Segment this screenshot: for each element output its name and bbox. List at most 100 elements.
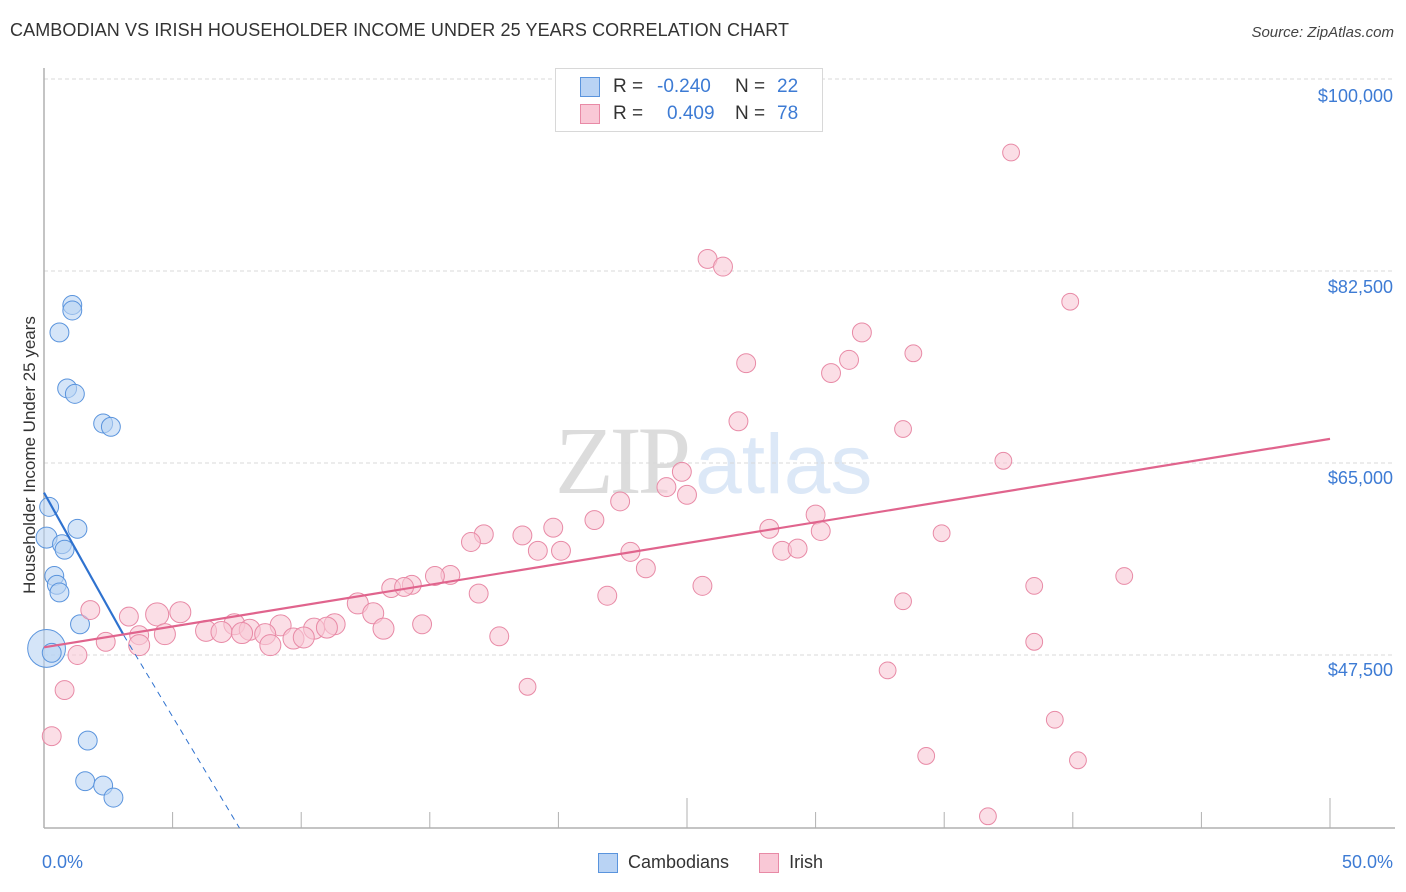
irish-data-point [713, 256, 733, 277]
legend-label-cambodians: Cambodians [628, 852, 730, 872]
irish-data-point [527, 540, 548, 561]
x-tick-0: 0.0% [42, 852, 84, 872]
irish-data-point [878, 661, 897, 680]
irish-data-point [424, 566, 445, 586]
n-label: N = [735, 103, 766, 124]
r-value-irish: 0.409 [667, 103, 715, 124]
irish-data-point [787, 538, 808, 559]
x-tick-50: 50.0% [1341, 852, 1393, 872]
irish-data-point [810, 521, 831, 541]
irish-data-point [80, 600, 101, 620]
irish-data-point [917, 747, 936, 765]
irish-data-point [932, 524, 951, 543]
irish-data-point [821, 363, 841, 383]
irish-data-point [1061, 292, 1080, 311]
cambodians-data-point [64, 383, 85, 404]
irish-data-point [728, 411, 749, 432]
irish-data-point [489, 626, 510, 647]
irish-data-point [851, 322, 872, 343]
legend-row-irish: R = 0.409 N = 78 [580, 102, 798, 126]
irish-data-point [1069, 751, 1087, 770]
cambodians-data-point [54, 539, 75, 560]
cambodians-legend-icon [598, 852, 618, 873]
irish-data-point [692, 575, 713, 596]
irish-data-point [1025, 632, 1044, 651]
series-legend: Cambodians Irish [598, 852, 853, 873]
cambodians-trend-extension [123, 634, 240, 829]
cambodians-data-point [62, 300, 83, 321]
cambodians-data-point [49, 322, 70, 343]
irish-data-point [1002, 143, 1020, 162]
irish-data-point [543, 517, 564, 538]
irish-data-point [671, 461, 692, 482]
cambodians-data-point [70, 614, 90, 635]
y-axis-label: Householder Income Under 25 years [20, 316, 39, 594]
irish-trend-line [43, 437, 1331, 649]
irish-data-point [128, 634, 151, 657]
irish-data-point [372, 617, 395, 640]
irish-data-point [54, 680, 75, 701]
irish-data-point [118, 606, 139, 627]
irish-data-point [518, 677, 537, 696]
cambodians-data-point [41, 642, 62, 663]
n-value-irish: 78 [777, 103, 799, 124]
irish-data-point [1025, 576, 1044, 595]
irish-legend-icon [759, 852, 780, 873]
source-credit: Source: ZipAtlas.com [1251, 24, 1394, 41]
irish-data-point [315, 616, 338, 639]
legend-item-irish[interactable]: Irish [759, 852, 823, 873]
irish-data-point [412, 614, 433, 635]
irish-data-point [979, 807, 997, 826]
legend-item-cambodians[interactable]: Cambodians [598, 852, 729, 873]
cambodians-data-point [77, 730, 98, 751]
irish-data-point [551, 540, 571, 561]
legend-label-irish: Irish [789, 852, 824, 872]
cambodians-swatch-icon [580, 77, 600, 97]
cambodians-data-point [49, 582, 70, 603]
irish-data-point [736, 353, 757, 374]
y-tick-47500: $47,500 [1327, 660, 1393, 680]
r-value-cambodians: -0.240 [657, 76, 711, 97]
irish-data-point [231, 622, 254, 645]
irish-data-point [41, 726, 62, 747]
cambodians-data-point [100, 416, 121, 437]
legend-row-cambodians: R = -0.240 N = 22 [580, 75, 798, 99]
irish-swatch-icon [580, 104, 600, 124]
irish-data-point [461, 532, 481, 552]
irish-data-point [67, 645, 88, 665]
r-label: R = [613, 103, 644, 124]
n-value-cambodians: 22 [777, 76, 799, 97]
irish-data-point [610, 491, 631, 512]
r-label: R = [613, 76, 644, 97]
irish-data-point [362, 602, 385, 625]
n-label: N = [735, 76, 766, 97]
irish-data-point [994, 451, 1013, 470]
irish-data-point [894, 420, 912, 438]
irish-data-point [584, 510, 605, 531]
irish-data-point [145, 602, 170, 627]
irish-data-point [904, 344, 923, 363]
y-tick-65000: $65,000 [1327, 468, 1393, 488]
irish-data-point [839, 349, 859, 370]
chart-title: CAMBODIAN VS IRISH HOUSEHOLDER INCOME UN… [10, 20, 790, 40]
irish-data-point [210, 620, 233, 643]
cambodians-trend-line [43, 492, 125, 636]
irish-data-point [1045, 710, 1064, 729]
irish-data-point [169, 601, 192, 624]
irish-data-point [468, 583, 489, 604]
irish-data-point [597, 585, 618, 606]
irish-data-point [635, 558, 656, 579]
irish-data-point [512, 525, 533, 546]
irish-data-point [292, 626, 315, 649]
cambodians-data-point [75, 771, 96, 792]
cambodians-data-point [67, 518, 88, 539]
irish-data-point [259, 634, 282, 657]
irish-data-point [677, 484, 697, 505]
correlation-legend: R = -0.240 N = 22 R = 0.409 N = 78 [555, 68, 823, 132]
cambodians-data-point [103, 787, 124, 808]
y-tick-82500: $82,500 [1327, 277, 1393, 297]
irish-data-point [1115, 567, 1134, 585]
irish-data-point [894, 592, 912, 611]
y-tick-100000: $100,000 [1317, 86, 1393, 106]
irish-data-point [656, 477, 677, 498]
